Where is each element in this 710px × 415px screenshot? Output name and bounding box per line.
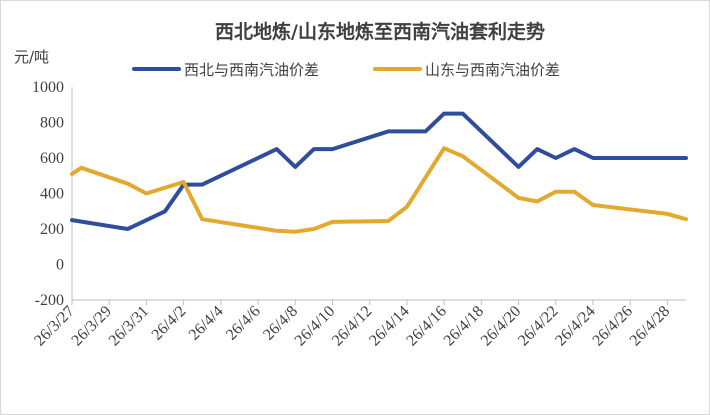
legend: 西北与西南汽油价差 山东与西南汽油价差 [132,61,560,79]
y-tick-label: 600 [40,150,64,167]
x-tick-label: 26/4/14 [366,303,413,350]
data-point-series-2 [145,192,148,195]
legend-label-series-2: 山东与西南汽油价差 [425,61,560,79]
data-point-series-2 [201,218,204,221]
data-point-series-2 [554,190,557,193]
data-point-series-2 [70,172,74,176]
x-tick-label: 26/4/12 [329,303,376,350]
legend-label-series-1: 西北与西南汽油价差 [184,61,319,79]
data-point-series-1 [591,156,595,160]
x-tick-label: 26/4/18 [441,303,488,350]
data-point-series-1 [573,147,576,151]
y-tick-label: 0 [56,257,64,274]
data-point-series-1 [331,147,334,151]
x-tick-label: 26/4/10 [292,303,339,350]
data-point-series-1 [312,147,316,151]
data-point-series-1 [387,130,390,133]
data-point-series-1 [126,227,129,231]
data-point-series-2 [573,190,576,193]
data-point-series-1 [201,183,204,186]
chart-title: 西北地炼/山东地炼至西南汽油套利走势 [215,20,545,43]
data-point-series-2 [461,155,464,158]
y-axis-ticks: -200 0 200 400 600 800 1000 [32,79,64,309]
data-point-series-1 [517,165,520,169]
series-line-2 [70,146,688,234]
data-point-series-2 [684,218,688,221]
data-point-series-2 [331,220,334,224]
y-tick-label: 800 [40,115,64,132]
data-point-series-1 [275,147,278,151]
data-point-series-2 [182,180,185,184]
x-tick-label: 26/4/16 [403,303,450,350]
data-point-series-2 [387,219,390,223]
y-tick-label: 400 [40,186,64,203]
data-point-series-1 [70,218,74,222]
x-tick-label: 26/3/31 [106,303,153,350]
data-point-series-1 [536,147,539,151]
x-tick-label: 26/3/27 [31,303,78,350]
x-tick-label: 26/4/22 [515,303,562,350]
data-point-series-1 [554,156,557,160]
data-point-series-2 [536,200,539,203]
data-point-series-2 [275,229,278,232]
data-point-series-1 [424,130,427,133]
x-tick-label: 26/4/26 [589,303,636,350]
x-tick-label: 26/4/2 [149,303,190,344]
data-point-series-2 [666,212,669,216]
data-point-series-2 [294,230,297,233]
x-tick-label: 26/4/6 [223,303,264,344]
series-lines [70,111,688,234]
data-point-series-1 [684,156,688,160]
x-tick-label: 26/4/20 [478,303,525,350]
data-point-series-1 [163,210,167,213]
x-tick-label: 26/4/24 [552,303,599,350]
data-point-series-1 [442,112,446,115]
data-point-series-2 [312,227,316,231]
x-tick-label: 26/4/4 [186,303,227,344]
data-point-series-2 [517,196,520,200]
data-point-series-2 [591,203,595,207]
data-point-series-2 [442,147,446,150]
x-tick-label: 26/4/28 [627,303,674,350]
x-tick-label: 26/3/29 [68,303,115,350]
y-axis-unit: 元/吨 [14,48,49,66]
data-point-series-1 [461,112,464,115]
data-point-series-1 [294,165,297,169]
data-point-series-2 [405,205,409,208]
y-tick-label: 200 [40,221,64,238]
data-point-series-2 [126,182,129,185]
data-point-series-2 [80,166,83,169]
y-tick-label: 1000 [32,79,64,96]
y-tick-label: -200 [35,292,64,309]
